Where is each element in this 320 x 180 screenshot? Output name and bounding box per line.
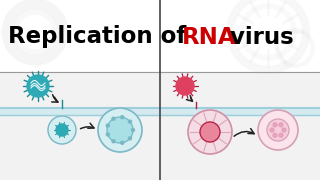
Circle shape bbox=[270, 128, 274, 132]
Circle shape bbox=[282, 128, 286, 132]
Circle shape bbox=[98, 108, 142, 152]
Circle shape bbox=[121, 141, 124, 144]
Circle shape bbox=[48, 116, 76, 144]
Circle shape bbox=[176, 77, 194, 95]
Circle shape bbox=[279, 123, 283, 127]
Circle shape bbox=[258, 110, 298, 150]
Circle shape bbox=[267, 119, 289, 141]
Text: Replication of: Replication of bbox=[8, 26, 194, 48]
Circle shape bbox=[273, 133, 277, 137]
Circle shape bbox=[200, 122, 220, 142]
Circle shape bbox=[128, 120, 132, 123]
Circle shape bbox=[112, 117, 115, 120]
FancyBboxPatch shape bbox=[0, 0, 320, 72]
Circle shape bbox=[27, 75, 49, 97]
Text: RNA: RNA bbox=[182, 26, 236, 48]
Circle shape bbox=[188, 110, 232, 154]
Circle shape bbox=[273, 123, 277, 127]
Circle shape bbox=[106, 133, 109, 136]
FancyBboxPatch shape bbox=[0, 108, 320, 115]
Circle shape bbox=[56, 124, 68, 136]
Circle shape bbox=[279, 133, 283, 137]
Circle shape bbox=[128, 137, 132, 140]
FancyBboxPatch shape bbox=[0, 72, 320, 180]
Circle shape bbox=[112, 140, 115, 143]
Text: virus: virus bbox=[222, 26, 294, 48]
Circle shape bbox=[121, 116, 124, 119]
Circle shape bbox=[132, 129, 134, 132]
Circle shape bbox=[106, 124, 109, 127]
Circle shape bbox=[107, 117, 133, 143]
